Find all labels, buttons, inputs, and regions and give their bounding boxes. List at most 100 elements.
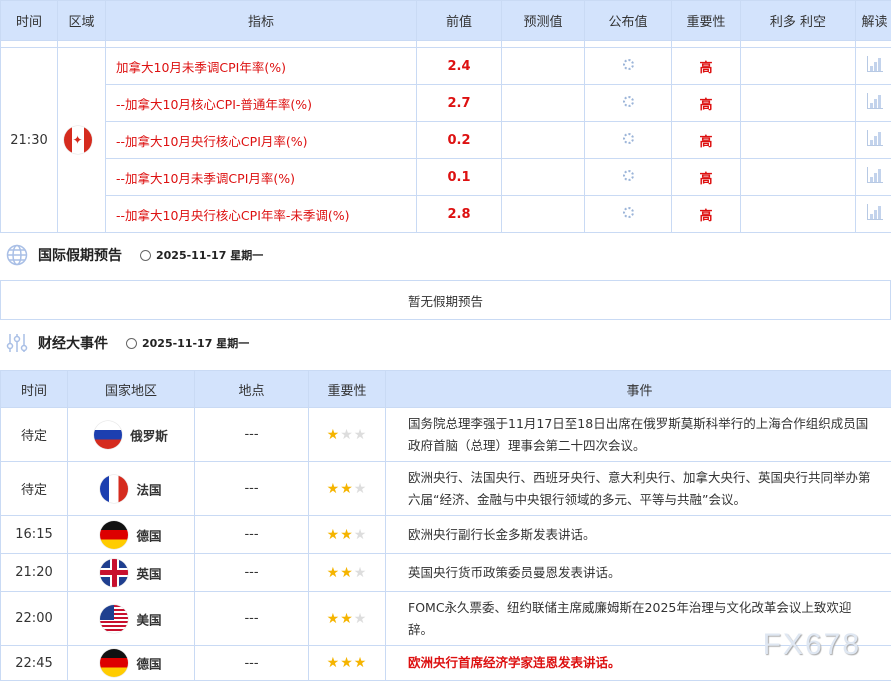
indicator-name[interactable]: --加拿大10月央行核心CPI年率-未季调(%) <box>106 196 417 233</box>
event-place: --- <box>195 408 309 462</box>
holiday-date: 2025-11-17 星期一 <box>156 247 263 263</box>
forecast-value <box>502 159 585 196</box>
actual-value <box>585 196 672 233</box>
column-header: 国家地区 <box>68 371 195 408</box>
bull-bear <box>741 48 856 85</box>
germany-flag-icon <box>100 521 128 549</box>
forecast-value <box>502 48 585 85</box>
loading-spinner-icon <box>623 207 634 218</box>
events-table: 时间国家地区地点重要性事件 待定俄罗斯---★★★国务院总理李强于11月17日至… <box>0 370 891 681</box>
event-time: 22:45 <box>1 646 68 681</box>
importance: 高 <box>672 159 741 196</box>
importance-stars: ★★★ <box>309 646 386 681</box>
chart-icon[interactable] <box>867 130 883 146</box>
previous-value: 0.1 <box>417 159 502 196</box>
france-flag-icon <box>100 475 128 503</box>
country-name: 俄罗斯 <box>130 428 168 443</box>
loading-spinner-icon <box>623 96 634 107</box>
indicator-name[interactable]: --加拿大10月核心CPI-普通年率(%) <box>106 85 417 122</box>
country-name: 英国 <box>136 566 161 581</box>
uk-flag-icon <box>100 559 128 587</box>
germany-flag-icon <box>100 649 128 677</box>
release-time: 21:30 <box>1 48 58 233</box>
indicator-name[interactable]: --加拿大10月未季调CPI月率(%) <box>106 159 417 196</box>
holiday-empty-message: 暂无假期预告 <box>0 280 891 320</box>
table-row[interactable]: 待定法国---★★★欧洲央行、法国央行、西班牙央行、意大利央行、加拿大央行、英国… <box>1 462 891 516</box>
holiday-title: 国际假期预告 <box>38 245 122 265</box>
table-row[interactable]: 待定 俄罗斯 ---★★★国务院总理李强于11月17日至18日出席在俄罗斯莫斯科举行… <box>1 408 891 462</box>
importance: 高 <box>672 48 741 85</box>
column-header: 地点 <box>195 371 309 408</box>
column-header: 时间 <box>1 1 58 41</box>
actual-value <box>585 48 672 85</box>
event-place: --- <box>195 646 309 681</box>
previous-value: 2.8 <box>417 196 502 233</box>
country-cell: 德国 <box>68 516 195 554</box>
column-header: 重要性 <box>672 1 741 41</box>
event-time: 待定 <box>1 408 68 462</box>
chart-icon[interactable] <box>867 167 883 183</box>
table-row[interactable]: --加拿大10月央行核心CPI月率(%)0.2 高 <box>1 122 891 159</box>
country-name: 德国 <box>136 657 161 672</box>
indicator-name[interactable]: --加拿大10月央行核心CPI月率(%) <box>106 122 417 159</box>
importance: 高 <box>672 85 741 122</box>
country-name: 美国 <box>136 612 161 627</box>
analysis-cell[interactable] <box>856 159 891 196</box>
watermark-logo: FX678 <box>763 628 861 662</box>
column-header: 解读 <box>856 1 891 41</box>
bull-bear <box>741 122 856 159</box>
loading-spinner-icon <box>623 133 634 144</box>
event-description: 国务院总理李强于11月17日至18日出席在俄罗斯莫斯科举行的上海合作组织成员国政… <box>386 408 891 462</box>
analysis-cell[interactable] <box>856 48 891 85</box>
region-cell: ✦ <box>58 48 106 233</box>
event-time: 16:15 <box>1 516 68 554</box>
table-row[interactable]: --加拿大10月核心CPI-普通年率(%)2.7 高 <box>1 85 891 122</box>
importance-stars: ★★★ <box>309 408 386 462</box>
chart-icon[interactable] <box>867 204 883 220</box>
event-time: 21:20 <box>1 554 68 592</box>
chart-icon[interactable] <box>867 93 883 109</box>
canada-flag-icon: ✦ <box>64 126 92 154</box>
event-description: 欧洲央行副行长金多斯发表讲话。 <box>386 516 891 554</box>
events-section-header: 财经大事件 2025-11-17 星期一 <box>6 328 249 358</box>
analysis-cell[interactable] <box>856 85 891 122</box>
table-row[interactable]: --加拿大10月未季调CPI月率(%)0.1 高 <box>1 159 891 196</box>
analysis-cell[interactable] <box>856 196 891 233</box>
indicator-name[interactable]: 加拿大10月未季调CPI年率(%) <box>106 48 417 85</box>
country-cell: 英国 <box>68 554 195 592</box>
bull-bear <box>741 196 856 233</box>
bull-bear <box>741 159 856 196</box>
loading-spinner-icon <box>623 170 634 181</box>
globe-icon <box>6 244 28 266</box>
column-header: 事件 <box>386 371 891 408</box>
column-header: 利多 利空 <box>741 1 856 41</box>
analysis-cell[interactable] <box>856 122 891 159</box>
event-description: 欧洲央行、法国央行、西班牙央行、意大利央行、加拿大央行、英国央行共同举办第六届“… <box>386 462 891 516</box>
event-time: 待定 <box>1 462 68 516</box>
clock-icon <box>126 338 137 349</box>
event-place: --- <box>195 592 309 646</box>
previous-value: 2.7 <box>417 85 502 122</box>
events-date: 2025-11-17 星期一 <box>142 335 249 351</box>
event-place: --- <box>195 516 309 554</box>
country-name: 德国 <box>136 528 161 543</box>
column-header: 时间 <box>1 371 68 408</box>
russia-flag-icon <box>94 421 122 449</box>
sliders-icon <box>6 332 28 354</box>
event-time: 22:00 <box>1 592 68 646</box>
country-cell: 法国 <box>68 462 195 516</box>
chart-icon[interactable] <box>867 56 883 72</box>
importance: 高 <box>672 122 741 159</box>
importance-stars: ★★★ <box>309 592 386 646</box>
event-description: 英国央行货币政策委员曼恩发表讲话。 <box>386 554 891 592</box>
previous-value: 0.2 <box>417 122 502 159</box>
country-cell: 俄罗斯 <box>68 408 195 462</box>
holiday-section-header: 国际假期预告 2025-11-17 星期一 <box>6 240 263 270</box>
usa-flag-icon <box>100 605 128 633</box>
